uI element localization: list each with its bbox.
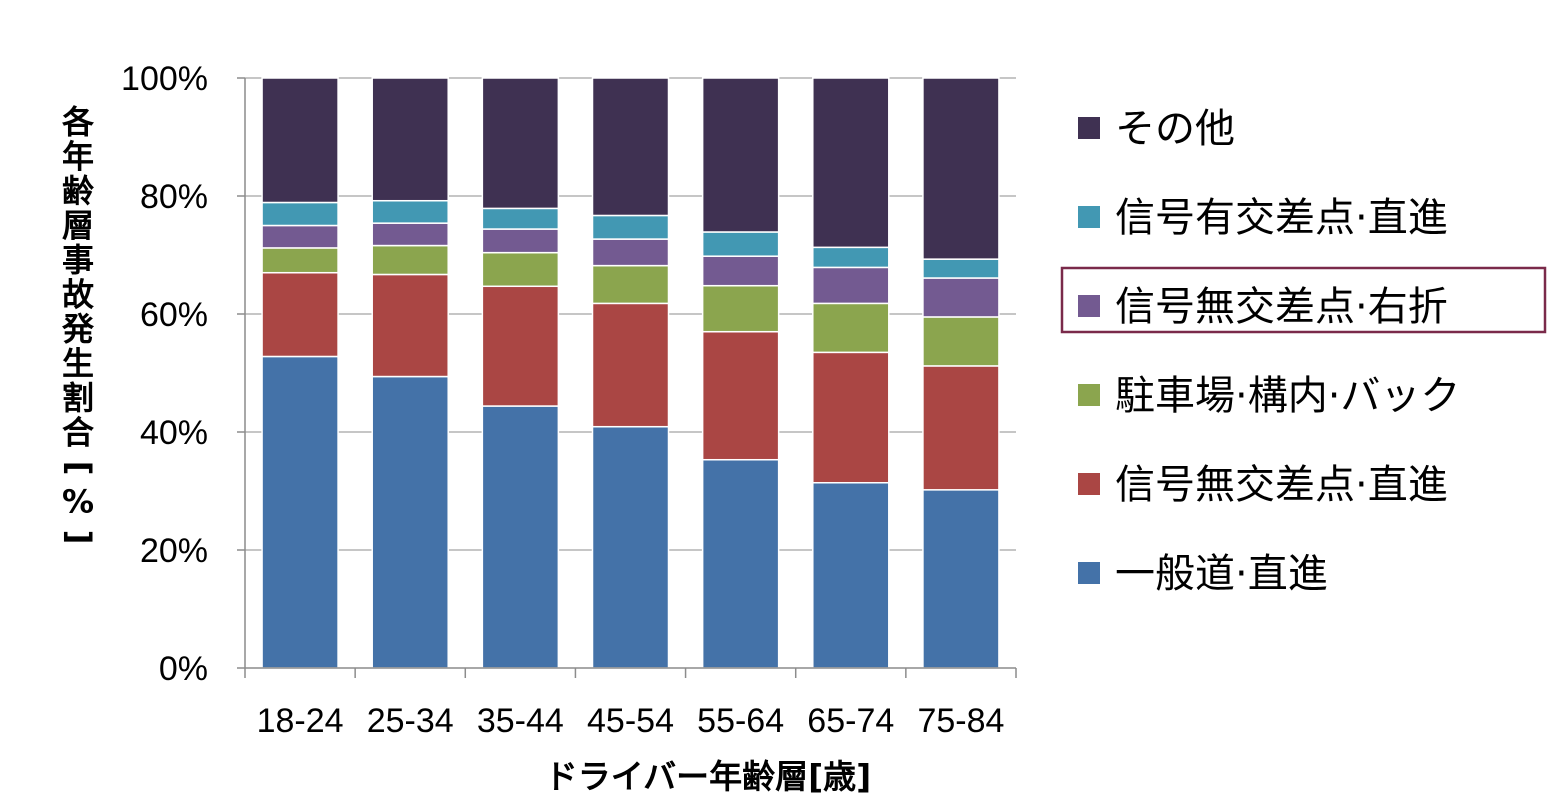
bar-segment (591, 77, 670, 217)
bar-segment (481, 285, 560, 407)
bar-segment (591, 425, 670, 669)
bar-segment (922, 489, 1000, 669)
y-axis-label-char: 発 (61, 310, 95, 348)
bar-segment (261, 271, 339, 358)
x-tick-label: 65-74 (807, 702, 894, 740)
bar-segment (701, 330, 780, 461)
x-tick-label: 35-44 (477, 702, 564, 740)
bar-segment (922, 258, 1000, 279)
bar-segment (812, 481, 890, 669)
bar-segment (591, 264, 670, 305)
x-tick-label: 18-24 (257, 702, 344, 740)
bar-segment (922, 77, 1000, 260)
y-axis-label-char: 齢 (62, 172, 94, 210)
y-axis-label-char: 事 (62, 241, 94, 279)
x-tick-label: 45-54 (587, 702, 674, 740)
axes (244, 78, 1017, 678)
legend-swatch (1078, 384, 1100, 406)
y-axis-label-char: 故 (62, 276, 94, 314)
bar-segment (701, 255, 780, 287)
y-tick-label: 80% (140, 178, 208, 216)
bar-segment (812, 266, 890, 305)
x-axis-label: ドライバー年齢層[歳] (545, 757, 872, 796)
legend-swatch (1078, 473, 1100, 495)
legend-label: 信号無交差点·右折 (1115, 284, 1448, 330)
bar-segment (371, 375, 449, 669)
bar-segment (922, 277, 1000, 318)
legend: その他信号有交差点·直進信号無交差点·右折駐車場·構内·バック信号無交差点·直進… (1060, 106, 1547, 597)
y-axis-label-char: 生 (62, 345, 94, 383)
y-tick-label: 20% (140, 532, 208, 570)
y-tick-label: 0% (159, 650, 208, 688)
y-tick-label: 60% (140, 296, 208, 334)
bars (261, 77, 1000, 669)
bar-segment (371, 222, 449, 247)
x-tick-label: 55-64 (697, 702, 784, 740)
bar-segment (371, 77, 449, 202)
bar-segment (481, 251, 560, 288)
bar-segment (591, 214, 670, 240)
bar-segment (481, 405, 560, 669)
bar-segment (922, 316, 1000, 367)
y-axis-label-char: 合 (62, 414, 94, 452)
y-axis-label-char: [ (60, 461, 98, 476)
x-tick-label: 25-34 (367, 702, 454, 740)
y-axis-label-char: 年 (62, 138, 94, 176)
bar-segment (701, 284, 780, 333)
legend-label: 駐車場·構内·バック (1115, 373, 1460, 419)
bar-segment (481, 207, 560, 230)
x-tick-label: 75-84 (917, 702, 1004, 740)
legend-label: その他 (1115, 106, 1235, 152)
bar-segment (812, 77, 890, 249)
legend-swatch (1078, 295, 1100, 317)
bar-segment (812, 246, 890, 269)
y-axis-label-char: 層 (62, 207, 94, 245)
bar-segment (481, 228, 560, 254)
legend-label: 信号有交差点·直進 (1115, 195, 1448, 241)
y-axis-label-char: ] (60, 530, 98, 545)
bar-segment (261, 247, 339, 274)
bar-segment (701, 458, 780, 669)
legend-label: 一般道·直進 (1115, 551, 1328, 597)
bar-segment (812, 302, 890, 354)
bar-segment (812, 351, 890, 484)
bar-segment (371, 244, 449, 276)
bar-segment (371, 199, 449, 224)
y-axis-label-char: 各 (62, 103, 95, 141)
bar-segment (701, 77, 780, 233)
bar-segment (922, 365, 1000, 491)
bar-segment (261, 201, 339, 227)
y-axis-label-char: % (62, 483, 94, 521)
legend-swatch (1078, 206, 1100, 228)
legend-swatch (1078, 117, 1100, 139)
y-axis-label-char: 割 (62, 379, 94, 417)
bar-segment (591, 238, 670, 267)
bar-segment (371, 273, 449, 378)
bar-segment (701, 231, 780, 257)
y-tick-labels: 0% 20% 40% 60% 80% 100% (121, 60, 208, 688)
legend-highlight-box (1060, 266, 1547, 334)
x-tick-labels: 18-24 25-34 35-44 45-54 55-64 65-74 75-84 (257, 702, 1005, 740)
legend-label: 信号無交差点·直進 (1115, 462, 1448, 508)
bar-segment (591, 302, 670, 428)
bar-segment (261, 355, 339, 669)
bar-segment (261, 224, 339, 249)
legend-swatch (1078, 562, 1100, 584)
bar-segment (261, 77, 339, 204)
y-tick-label: 100% (121, 60, 208, 98)
y-tick-label: 40% (140, 414, 208, 452)
bar-segment (481, 77, 560, 210)
